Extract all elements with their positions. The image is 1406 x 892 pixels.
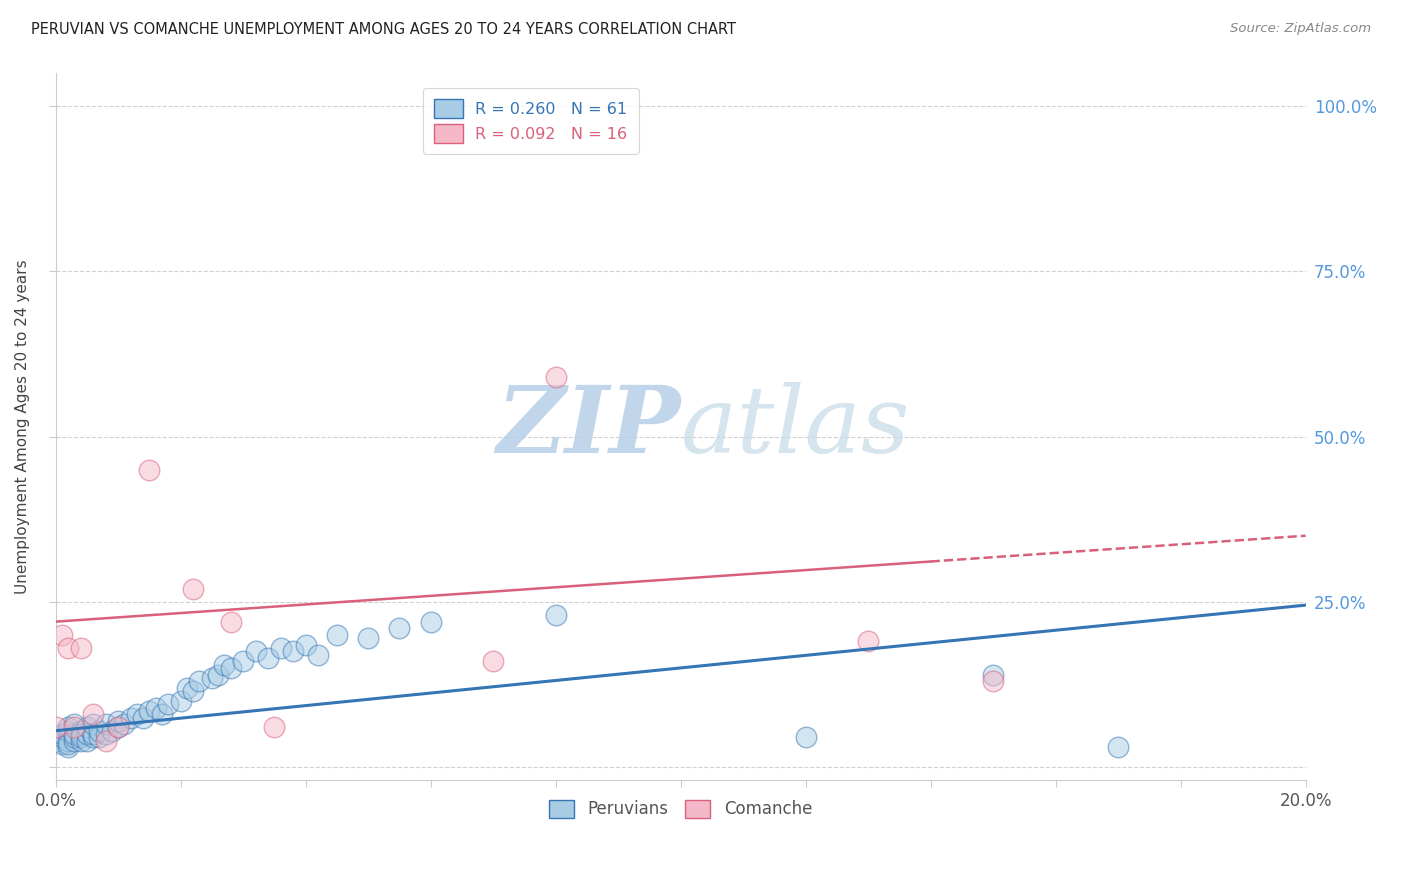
Point <box>794 731 817 745</box>
Point <box>58 733 80 747</box>
Point <box>82 717 104 731</box>
Text: atlas: atlas <box>681 382 910 472</box>
Point <box>107 720 129 734</box>
Point <box>82 727 104 741</box>
Point <box>51 737 73 751</box>
Point <box>63 727 86 741</box>
Point <box>981 667 1004 681</box>
Point <box>63 733 86 747</box>
Point <box>283 644 305 658</box>
Y-axis label: Unemployment Among Ages 20 to 24 years: Unemployment Among Ages 20 to 24 years <box>15 260 30 594</box>
Point <box>69 641 91 656</box>
Text: PERUVIAN VS COMANCHE UNEMPLOYMENT AMONG AGES 20 TO 24 YEARS CORRELATION CHART: PERUVIAN VS COMANCHE UNEMPLOYMENT AMONG … <box>31 22 735 37</box>
Point <box>58 737 80 751</box>
Point <box>981 674 1004 689</box>
Point <box>544 370 567 384</box>
Point <box>45 733 67 747</box>
Point <box>219 615 242 629</box>
Point <box>138 462 160 476</box>
Point <box>170 694 193 708</box>
Point <box>207 667 229 681</box>
Legend: Peruvians, Comanche: Peruvians, Comanche <box>543 793 818 825</box>
Point <box>69 733 91 747</box>
Point <box>419 615 441 629</box>
Point <box>294 638 316 652</box>
Point <box>63 731 86 745</box>
Point <box>219 661 242 675</box>
Point <box>132 710 155 724</box>
Point <box>94 733 117 747</box>
Point <box>201 671 224 685</box>
Point <box>181 582 204 596</box>
Point <box>188 674 211 689</box>
Point <box>63 720 86 734</box>
Point <box>69 727 91 741</box>
Point <box>214 657 236 672</box>
Point <box>107 714 129 728</box>
Point <box>856 634 879 648</box>
Point <box>58 720 80 734</box>
Point <box>145 700 167 714</box>
Point <box>69 731 91 745</box>
Point <box>1107 740 1129 755</box>
Point <box>69 723 91 738</box>
Point <box>232 654 254 668</box>
Point <box>176 681 198 695</box>
Point <box>76 733 98 747</box>
Point <box>257 651 280 665</box>
Point <box>63 717 86 731</box>
Point <box>89 723 111 738</box>
Point <box>76 727 98 741</box>
Point <box>58 740 80 755</box>
Point <box>157 698 180 712</box>
Point <box>138 704 160 718</box>
Point <box>107 720 129 734</box>
Point <box>544 608 567 623</box>
Point <box>82 707 104 722</box>
Point <box>120 710 142 724</box>
Point <box>270 641 292 656</box>
Point <box>114 717 136 731</box>
Point <box>482 654 505 668</box>
Point <box>263 720 285 734</box>
Point <box>94 717 117 731</box>
Point <box>82 731 104 745</box>
Point <box>51 727 73 741</box>
Point <box>125 707 148 722</box>
Point <box>58 641 80 656</box>
Point <box>45 720 67 734</box>
Text: Source: ZipAtlas.com: Source: ZipAtlas.com <box>1230 22 1371 36</box>
Point <box>89 731 111 745</box>
Point <box>181 684 204 698</box>
Point <box>58 723 80 738</box>
Point <box>51 628 73 642</box>
Point <box>357 631 380 645</box>
Text: ZIP: ZIP <box>496 382 681 472</box>
Point <box>326 628 349 642</box>
Point <box>307 648 329 662</box>
Point <box>150 707 173 722</box>
Point <box>101 723 124 738</box>
Point <box>76 720 98 734</box>
Point <box>388 621 411 635</box>
Point <box>94 727 117 741</box>
Point <box>51 731 73 745</box>
Point <box>245 644 267 658</box>
